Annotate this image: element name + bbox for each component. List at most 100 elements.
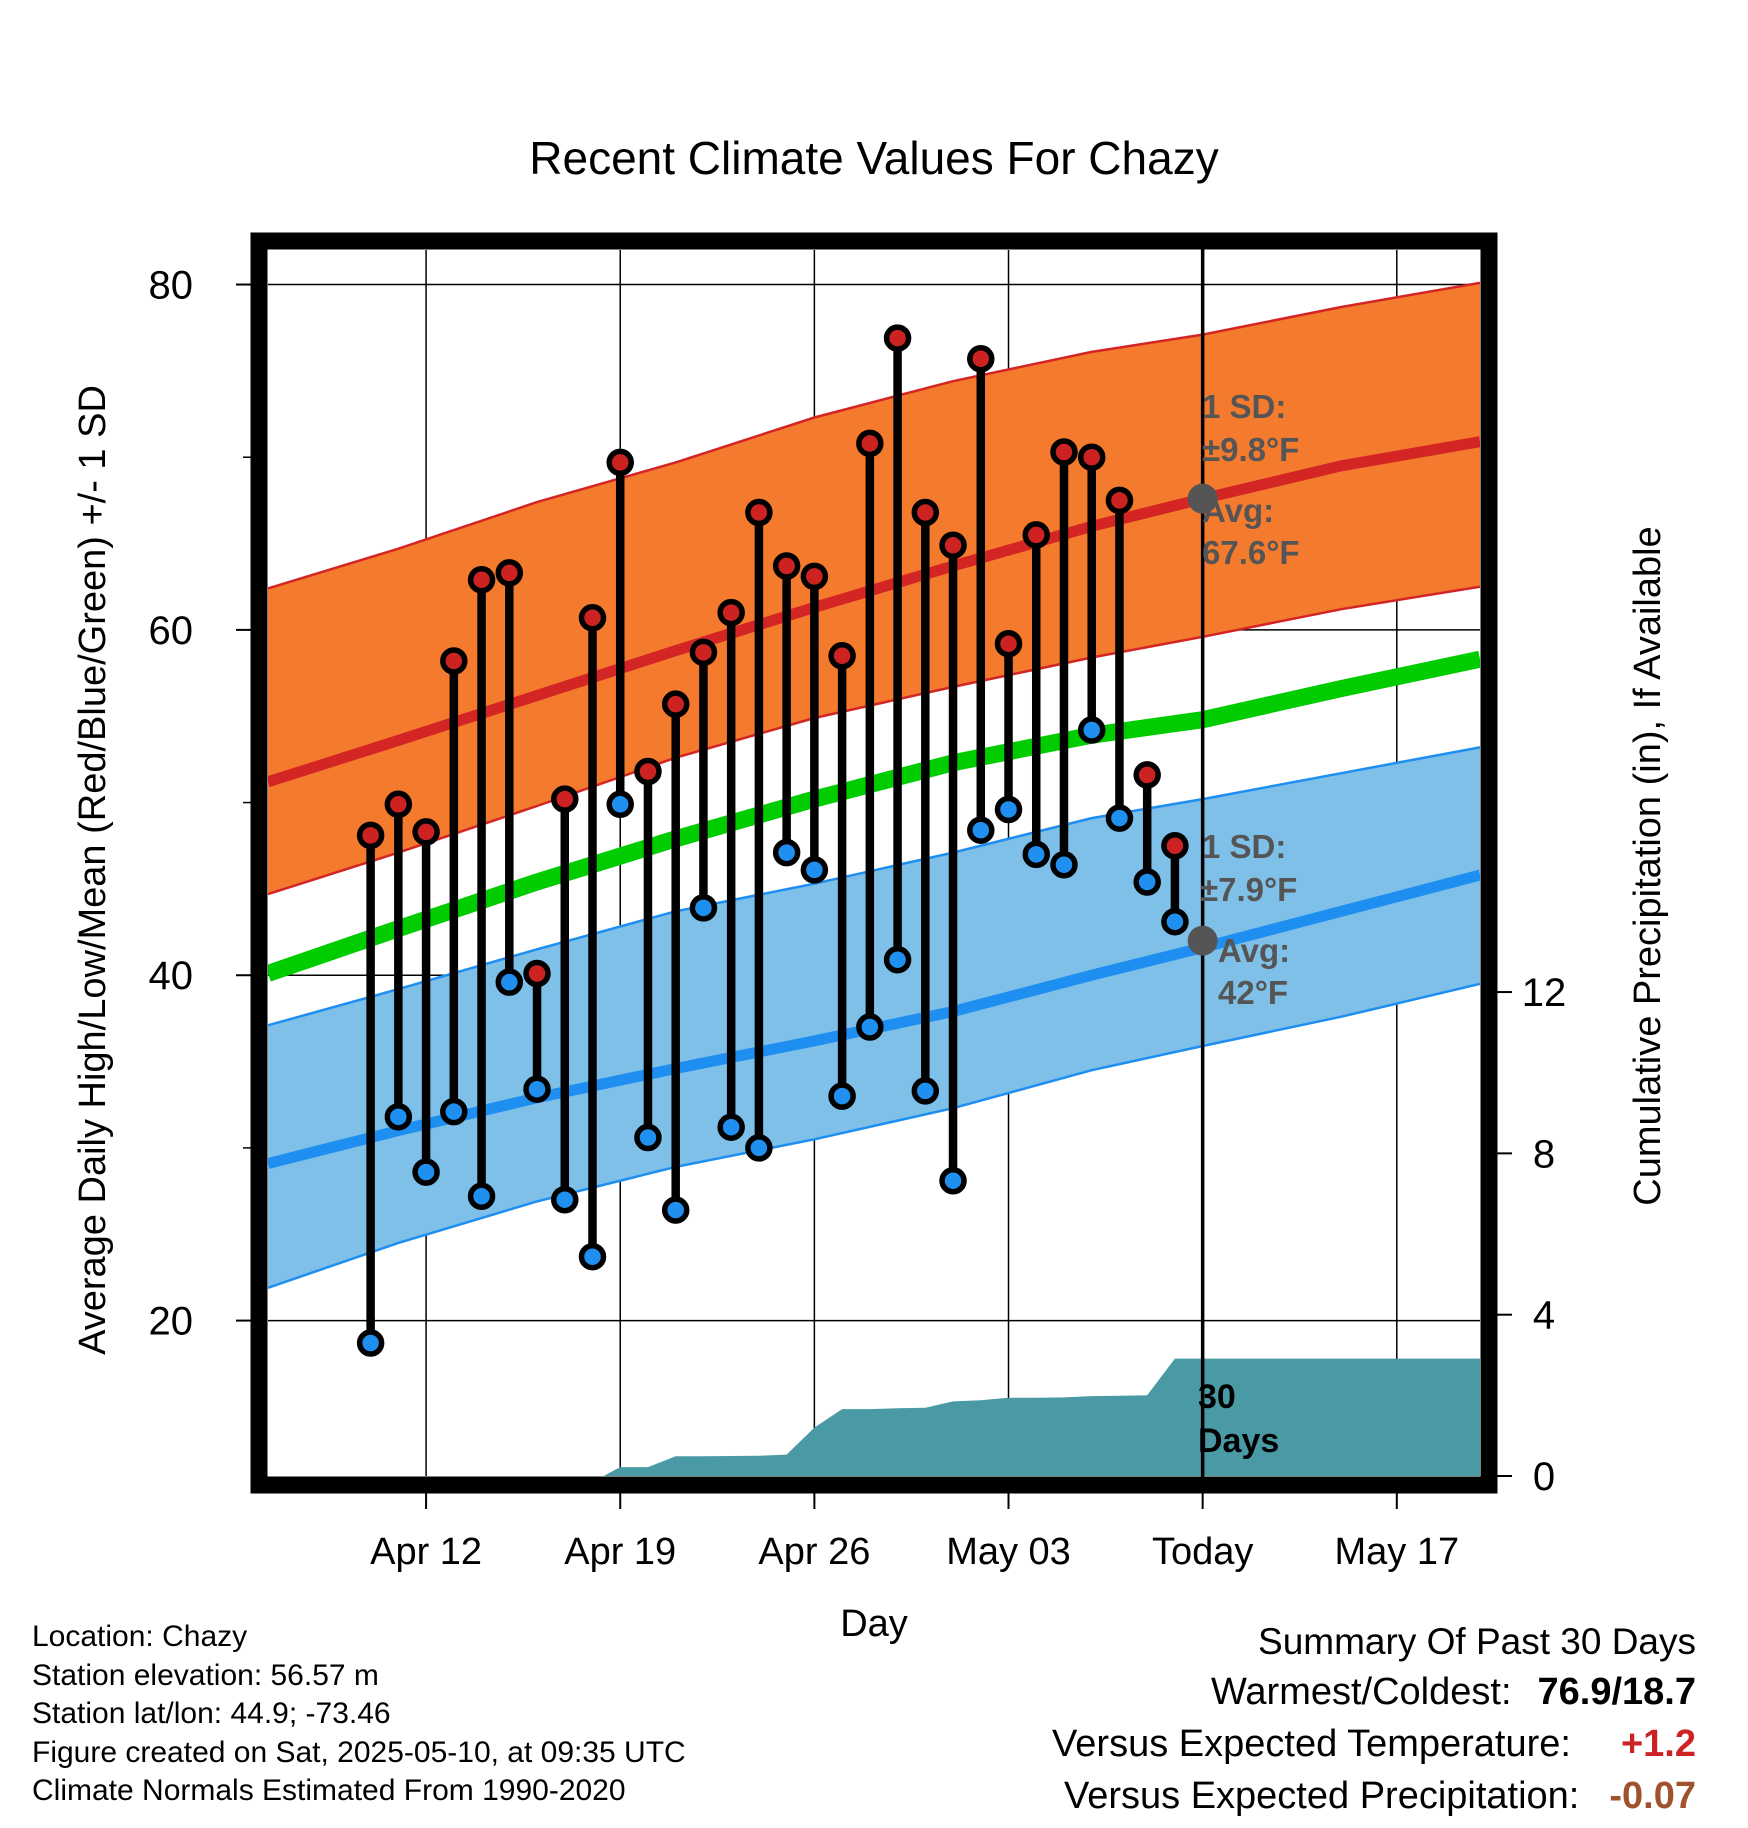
daily-high-marker [467,566,496,594]
low-sd-band-lower-edge [268,982,1480,1289]
precip-anomaly-row: Versus Expected Precipitation: -0.07 [1052,1770,1696,1822]
temp-anomaly-row: Versus Expected Temperature: +1.2 [1052,1718,1696,1770]
high-sd-band-lower-edge [268,585,1480,896]
daily-high-marker [606,448,634,477]
daily-high-marker [661,690,690,718]
high-avg-label: Avg: [1202,492,1274,529]
daily-low-marker [551,1185,579,1214]
today-high-avg-marker [1187,483,1218,514]
y-axis-label-right: Cumulative Precipitation (in), If Availa… [1627,526,1669,1205]
daily-high-marker [828,642,856,670]
x-axis-label: Day [840,1603,908,1645]
daily-low-marker [1161,907,1189,936]
daily-high-marker [800,562,829,591]
high-avg-value: 67.6°F [1202,534,1300,571]
daily-low-marker [1105,804,1134,832]
y-tick-label-right: 8 [1533,1132,1555,1176]
y-tick-label-right: 4 [1533,1294,1555,1338]
daily-low-marker [467,1182,496,1211]
y-tick-label-right: 0 [1533,1455,1555,1499]
daily-high-marker [856,429,884,458]
summary-panel: Summary Of Past 30 Days Warmest/Coldest:… [1052,1618,1696,1822]
daily-high-marker [772,552,801,580]
daily-low-marker [883,945,912,974]
daily-high-marker [1105,486,1134,515]
location-text: Location: Chazy [32,1620,248,1653]
daily-low-marker [689,894,718,922]
daily-high-marker [440,647,468,675]
daily-high-marker [356,821,385,850]
daily-low-marker [384,1103,413,1131]
mean-normal-line [268,650,1480,982]
low-sd-label: 1 SD: [1202,828,1286,865]
summary-heading: Summary Of Past 30 Days [1258,1621,1696,1662]
daily-high-marker [1022,521,1050,549]
daily-high-marker [994,629,1023,658]
daily-high-marker [578,604,607,632]
x-tick-label: May 03 [946,1531,1071,1573]
daily-low-marker [717,1113,745,1141]
y-axis-label-left: Average Daily High/Low/Mean (Red/Blue/Gr… [72,385,114,1355]
low-avg-label: Avg: [1218,932,1290,969]
warm-cold-label: Warmest/Coldest: [1210,1671,1512,1713]
high-sd-label: 1 SD: [1202,388,1286,425]
y-tick-label-left: 40 [149,954,194,998]
daily-low-marker [939,1166,967,1195]
high-sd-value: ±9.8°F [1202,431,1299,468]
daily-high-marker [1161,831,1189,860]
daily-high-marker [634,757,662,786]
daily-low-marker [440,1097,468,1126]
daily-low-marker [495,968,524,996]
daily-high-marker [717,598,745,627]
daily-high-marker [939,531,967,560]
created-text: Figure created on Sat, 2025-05-10, at 09… [32,1735,686,1769]
latlon-text: Station lat/lon: 44.9; -73.46 [32,1697,391,1730]
warm-cold-value: 76.9/18.7 [1537,1671,1696,1713]
daily-high-marker [1133,761,1161,789]
low-normal-line [268,869,1480,1169]
daily-high-marker [745,498,773,527]
daily-low-marker [800,856,829,884]
daily-low-marker [661,1196,690,1224]
temp-anomaly-value: +1.2 [1620,1723,1696,1765]
daily-low-marker [967,816,995,844]
daily-low-marker [828,1082,856,1110]
high-normal-line [268,436,1480,788]
daily-high-marker [1050,438,1078,466]
daily-low-marker [1077,716,1106,744]
daily-high-marker [495,559,524,587]
window-days-number: 30 [1198,1378,1236,1416]
daily-high-marker [1077,443,1106,471]
precip-area [268,1358,1480,1476]
x-tick-label: Apr 26 [758,1531,870,1573]
daily-high-marker [967,345,995,373]
daily-low-marker [1050,850,1078,879]
temp-anomaly-label: Versus Expected Temperature: [1052,1723,1571,1765]
daily-high-marker [883,324,912,352]
x-tick-label: Today [1152,1531,1253,1573]
daily-high-marker [689,638,718,667]
daily-low-marker [994,795,1023,824]
today-low-avg-marker [1187,925,1218,956]
daily-low-marker [1022,840,1050,869]
elevation-text: Station elevation: 56.57 m [32,1658,379,1692]
y-tick-label-left: 20 [149,1300,194,1344]
low-avg-value: 42°F [1218,974,1288,1011]
daily-high-marker [384,790,413,819]
high-sd-band-upper-edge [268,281,1480,590]
daily-low-marker [578,1242,607,1271]
plot-frame [250,232,1498,1494]
x-tick-label: Apr 19 [564,1531,676,1573]
daily-low-marker [634,1123,662,1152]
station-info: Location: Chazy Station elevation: 56.57… [32,1618,686,1811]
x-tick-label: Apr 12 [370,1531,482,1573]
daily-high-marker [551,785,579,813]
y-tick-label-left: 60 [149,609,194,653]
precip-anomaly-value: -0.07 [1609,1775,1696,1817]
chart-title: Recent Climate Values For Chazy [529,132,1218,184]
daily-low-marker [606,790,634,819]
daily-high-marker [523,959,551,988]
window-days-label: Days [1198,1422,1279,1460]
daily-low-marker [523,1075,551,1103]
